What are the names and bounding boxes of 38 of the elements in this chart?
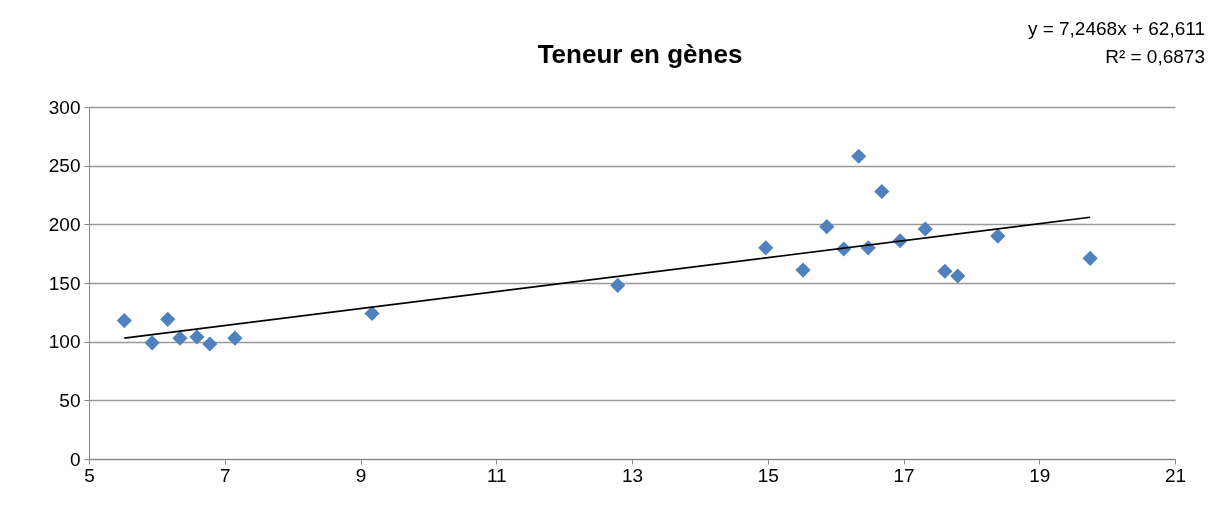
x-tick-label: 11 [486, 464, 507, 486]
point [795, 262, 811, 278]
point [851, 148, 867, 164]
x-tick-label: 7 [219, 464, 231, 486]
y-tick-label: 300 [48, 96, 81, 118]
point [819, 219, 835, 235]
y-tick-label: 50 [59, 389, 81, 411]
point [950, 268, 966, 284]
point [758, 240, 774, 256]
point [990, 228, 1006, 244]
point [160, 311, 176, 327]
x-tick-label: 19 [1029, 464, 1051, 486]
point [116, 312, 132, 329]
x-tick-label: 21 [1164, 464, 1187, 486]
y-tick-label: 150 [48, 272, 81, 294]
y-tick-label: 250 [48, 155, 81, 177]
point [917, 221, 933, 237]
y-tick-label: 200 [48, 213, 81, 235]
point [202, 336, 218, 352]
point [172, 330, 188, 346]
point [610, 277, 626, 293]
point [1082, 250, 1098, 266]
x-tick-label: 17 [893, 464, 915, 486]
x-tick-label: 9 [355, 464, 367, 486]
x-tick-label: 15 [757, 464, 779, 486]
point [144, 335, 160, 351]
point [364, 305, 380, 322]
x-tick-label: 5 [84, 464, 95, 486]
chart-title: Teneur en gènes [537, 39, 743, 69]
y-tick-label: 100 [48, 331, 81, 353]
x-tick-label: 13 [621, 464, 644, 486]
y-tick-label: 0 [69, 448, 81, 470]
point [227, 330, 243, 346]
point [937, 263, 953, 279]
text: y = 7,2468x + 62,611 [1027, 18, 1205, 39]
point [874, 183, 890, 200]
text: R² = 0,6873 [1105, 46, 1205, 67]
point [189, 329, 205, 345]
